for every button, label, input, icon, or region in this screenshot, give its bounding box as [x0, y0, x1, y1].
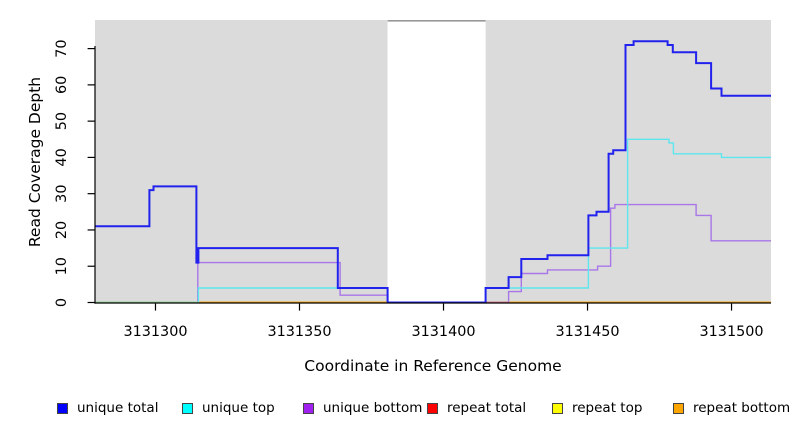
legend-label: repeat top	[572, 400, 643, 416]
legend-label: repeat total	[447, 400, 527, 416]
y-tick-label: 30	[54, 185, 70, 203]
y-tick-label: 50	[54, 112, 70, 130]
x-axis-title: Coordinate in Reference Genome	[304, 357, 561, 375]
axes-layer: 3131300 3131350 3131400 3131450 3131500 0 10 20…	[54, 39, 771, 340]
legend-label: repeat bottom	[693, 400, 791, 416]
x-tick-label: 3131300	[123, 324, 187, 340]
legend: unique total unique top unique bottom re…	[0, 396, 792, 426]
x-tick-label: 3131400	[411, 324, 475, 340]
y-tick-label: 70	[54, 39, 70, 57]
legend-item-repeat-bottom: repeat bottom	[673, 396, 790, 420]
masked-region	[387, 20, 486, 303]
series-line-unique-total	[95, 40, 771, 304]
y-tick-label: 10	[54, 257, 70, 275]
repeat-bottom-swatch-icon	[673, 402, 684, 414]
plot-canvas: 3131300 3131350 3131400 3131450 3131500 0 10 20…	[26, 19, 771, 375]
legend-item-unique-total: unique total	[57, 396, 158, 420]
unique-total-swatch-icon	[57, 402, 68, 414]
y-tick-label: 60	[54, 76, 70, 94]
legend-item-unique-top: unique top	[182, 396, 275, 420]
x-tick-label: 3131350	[267, 324, 331, 340]
x-tick-label: 3131500	[699, 324, 763, 340]
legend-item-repeat-total: repeat total	[427, 396, 526, 420]
legend-label: unique bottom	[323, 400, 423, 416]
x-tick-label: 3131450	[555, 324, 619, 340]
legend-item-repeat-top: repeat top	[552, 396, 642, 420]
panel-left	[95, 20, 388, 303]
repeat-top-swatch-icon	[552, 402, 563, 414]
legend-label: unique total	[77, 400, 159, 416]
legend-label: unique top	[202, 400, 275, 416]
repeat-total-swatch-icon	[427, 402, 438, 414]
unique-top-swatch-icon	[182, 402, 193, 414]
y-tick-label: 0	[54, 298, 70, 307]
series-line-unique-bottom	[95, 203, 771, 304]
unique-bottom-swatch-icon	[303, 402, 314, 414]
y-axis-title: Read Coverage Depth	[26, 77, 44, 247]
y-tick-label: 20	[54, 221, 70, 239]
y-tick-label: 40	[54, 148, 70, 166]
legend-item-unique-bottom: unique bottom	[303, 396, 422, 420]
